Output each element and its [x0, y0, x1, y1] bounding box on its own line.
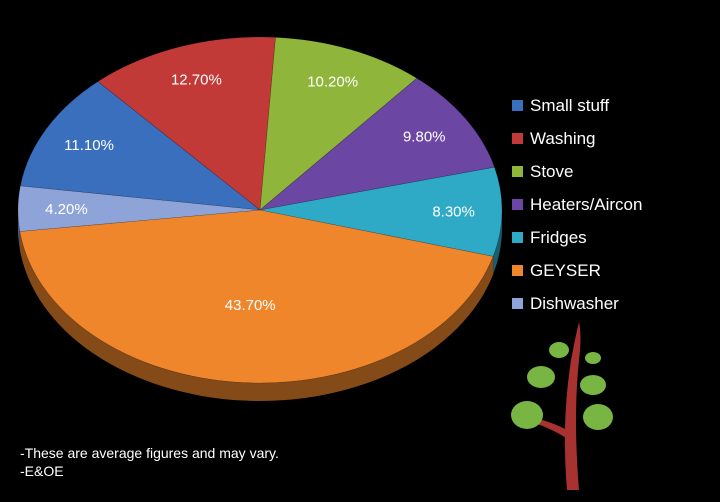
legend-swatch	[512, 265, 523, 276]
legend-label: Dishwasher	[530, 293, 619, 313]
pie-labels: 11.10% 12.70% 10.20% 9.80% 8.30% 43.70% 4.20%	[45, 71, 475, 314]
legend-item: GEYSER	[512, 254, 642, 287]
pie-slice	[259, 37, 418, 211]
pie-data-label: 10.20%	[307, 74, 358, 91]
pie-slice	[19, 81, 261, 211]
pie-slice	[19, 209, 494, 384]
legend-swatch	[512, 133, 523, 144]
legend-item: Dishwasher	[512, 287, 642, 320]
footnote: -These are average figures and may vary.	[20, 445, 279, 461]
pie-slice	[258, 77, 495, 211]
legend-label: Washing	[530, 128, 596, 148]
legend-swatch	[512, 166, 523, 177]
legend-item: Stove	[512, 155, 642, 188]
pie-data-label: 43.70%	[225, 297, 276, 314]
pie-data-label: 9.80%	[403, 129, 446, 146]
tree-logo-icon	[511, 322, 613, 490]
legend-label: Stove	[530, 161, 574, 181]
legend-label: Heaters/Aircon	[530, 194, 643, 214]
legend: Small stuff Washing Stove Heaters/Aircon…	[512, 89, 642, 320]
pie-slice	[17, 185, 261, 232]
legend-item: Small stuff	[512, 89, 642, 122]
pie-slice	[97, 36, 276, 211]
pie-data-label: 11.10%	[64, 137, 114, 154]
legend-swatch	[512, 100, 523, 111]
legend-item: Heaters/Aircon	[512, 188, 642, 221]
pie-data-label: 12.70%	[171, 71, 222, 88]
legend-label: Small stuff	[530, 95, 610, 115]
pie-slice	[259, 166, 503, 257]
pie-data-label: 4.20%	[45, 201, 88, 218]
footnotes: -These are average figures and may vary.…	[20, 444, 279, 480]
footnote: -E&OE	[20, 463, 64, 479]
legend-label: GEYSER	[530, 260, 601, 280]
pie-slices	[17, 36, 503, 384]
legend-swatch	[512, 298, 523, 309]
pie-slice-side	[18, 210, 20, 250]
pie-depth	[18, 210, 502, 401]
pie-data-label: 8.30%	[432, 203, 475, 220]
pie-slice-side	[493, 210, 502, 275]
legend-swatch	[512, 232, 523, 243]
legend-swatch	[512, 199, 523, 210]
legend-item: Washing	[512, 122, 642, 155]
legend-label: Fridges	[530, 227, 587, 247]
legend-item: Fridges	[512, 221, 642, 254]
